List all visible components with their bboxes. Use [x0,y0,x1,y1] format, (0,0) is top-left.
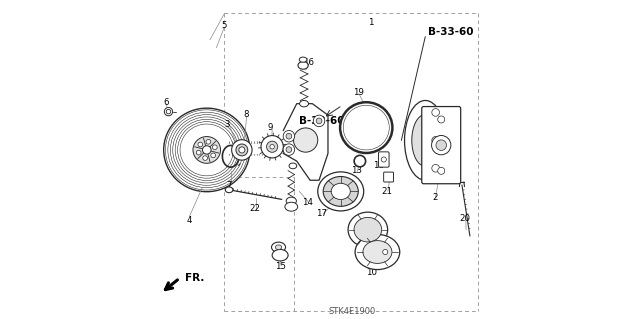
Ellipse shape [275,245,282,249]
Text: 22: 22 [249,204,260,213]
Ellipse shape [198,142,203,147]
Circle shape [438,167,445,174]
Ellipse shape [289,163,297,169]
Ellipse shape [203,156,207,160]
Ellipse shape [354,218,381,242]
Circle shape [261,136,284,158]
Circle shape [239,147,245,153]
Text: 10: 10 [365,268,376,277]
Ellipse shape [271,242,285,252]
FancyBboxPatch shape [378,152,389,167]
Ellipse shape [196,150,201,155]
Ellipse shape [343,105,389,150]
Text: 13: 13 [351,166,362,175]
Text: 2: 2 [432,193,438,202]
Circle shape [286,133,292,139]
Ellipse shape [164,108,173,116]
Circle shape [314,115,324,127]
Circle shape [432,108,440,116]
Polygon shape [284,104,328,180]
Text: 21: 21 [381,187,392,196]
Text: 18: 18 [374,161,385,170]
Circle shape [267,141,278,152]
Polygon shape [226,144,274,153]
Text: 14: 14 [301,198,313,207]
Circle shape [294,128,318,152]
Ellipse shape [193,137,221,163]
Text: 17: 17 [316,209,327,218]
Circle shape [283,130,294,142]
Circle shape [381,157,387,162]
Text: 4: 4 [186,216,192,225]
Ellipse shape [300,57,307,62]
Ellipse shape [202,146,211,154]
Ellipse shape [164,108,250,192]
Circle shape [432,137,440,144]
Text: 7: 7 [227,181,232,189]
Text: 19: 19 [353,88,364,97]
Text: 9: 9 [268,123,273,132]
Text: B-33-60: B-33-60 [428,27,474,37]
Ellipse shape [272,249,288,261]
Ellipse shape [318,172,364,211]
Ellipse shape [286,197,296,205]
Circle shape [432,165,440,172]
Ellipse shape [331,183,350,200]
Text: 20: 20 [460,214,470,223]
Text: FR.: FR. [185,272,204,283]
Circle shape [283,144,294,155]
Circle shape [383,249,388,255]
Circle shape [436,140,447,151]
Text: 3: 3 [225,120,230,129]
Circle shape [286,147,292,152]
Text: 12: 12 [415,106,426,115]
Text: 5: 5 [221,21,227,30]
Ellipse shape [348,212,388,247]
Text: 6: 6 [163,98,169,107]
Text: 8: 8 [243,110,249,119]
Ellipse shape [340,102,392,153]
Text: 11: 11 [364,228,375,237]
FancyBboxPatch shape [422,107,461,184]
Text: STK4E1900: STK4E1900 [328,307,376,316]
Ellipse shape [225,187,233,193]
Text: B-33-60: B-33-60 [300,116,345,126]
Ellipse shape [355,234,400,270]
Ellipse shape [298,62,308,69]
Text: 1: 1 [367,18,373,27]
Circle shape [316,118,322,124]
Ellipse shape [323,176,358,206]
Ellipse shape [404,100,446,180]
Ellipse shape [211,153,216,158]
Ellipse shape [212,145,217,150]
Ellipse shape [206,139,211,144]
FancyBboxPatch shape [383,172,394,182]
Ellipse shape [412,115,439,166]
Circle shape [232,140,252,160]
Ellipse shape [300,100,308,107]
Circle shape [270,145,275,149]
Circle shape [431,136,451,155]
Text: 16: 16 [303,58,314,67]
Text: 15: 15 [275,262,285,271]
Circle shape [236,144,248,156]
Ellipse shape [285,202,298,211]
Ellipse shape [363,241,392,263]
Circle shape [354,155,365,167]
Ellipse shape [166,109,171,114]
Circle shape [438,116,445,123]
